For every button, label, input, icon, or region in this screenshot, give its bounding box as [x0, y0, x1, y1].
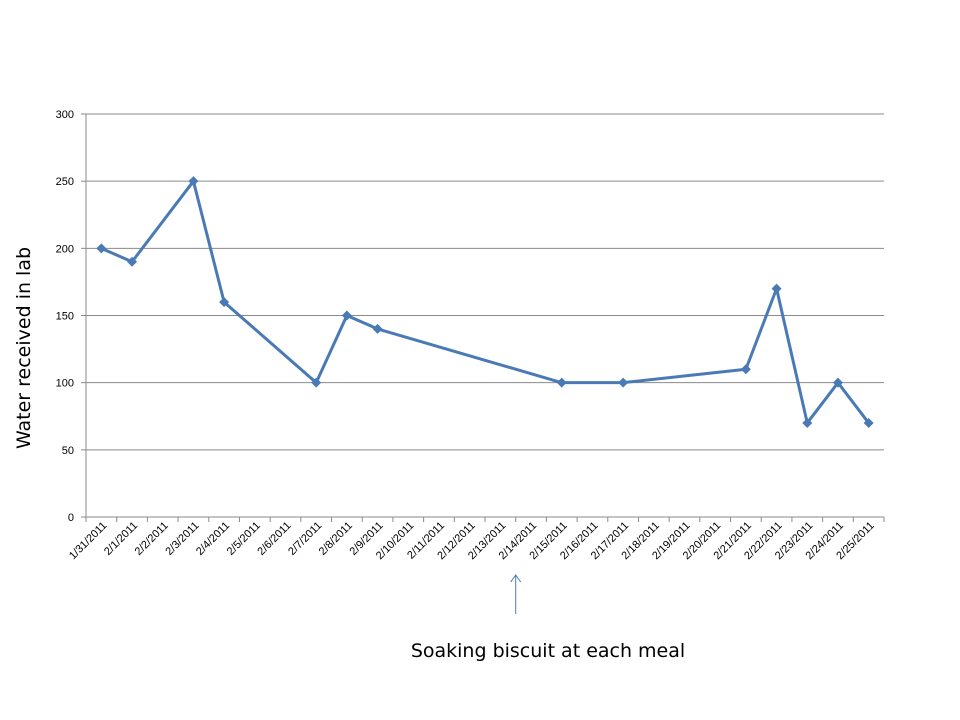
series-line: [100, 179, 870, 425]
data-point-marker: [219, 297, 230, 308]
data-point-marker: [802, 417, 813, 428]
series-group: [96, 176, 874, 428]
y-tick-label: 200: [56, 243, 74, 255]
annotation-arrow-head: [510, 574, 522, 583]
y-tick-label: 250: [56, 176, 74, 188]
gridlines: [86, 113, 884, 451]
y-tick-label: 150: [56, 311, 74, 323]
annotation-text: Soaking biscuit at each meal: [411, 640, 685, 662]
x-tick-label: 1/31/2011: [67, 520, 110, 563]
data-point-marker: [96, 243, 107, 254]
data-point-marker: [188, 176, 199, 187]
data-point-marker: [771, 283, 782, 294]
data-point-marker: [556, 377, 567, 388]
data-point-marker: [341, 310, 352, 321]
data-point-marker: [740, 364, 751, 375]
y-axis-label: Water received in lab: [13, 247, 35, 449]
data-point-marker: [372, 323, 383, 334]
data-point-marker: [832, 377, 843, 388]
x-axis-ticks: 1/31/20112/1/20112/2/20112/3/20112/4/201…: [67, 517, 885, 563]
y-tick-label: 0: [68, 512, 74, 524]
data-point-marker: [618, 377, 629, 388]
y-tick-label: 100: [56, 378, 74, 390]
data-point-marker: [127, 256, 138, 267]
data-point-marker: [863, 417, 874, 428]
y-axis-ticks: 0 50 100 150 200 250 300: [56, 109, 86, 524]
y-tick-label: 50: [62, 445, 74, 457]
y-tick-label: 300: [56, 109, 74, 121]
data-point-marker: [311, 377, 322, 388]
annotation-group: Soaking biscuit at each meal: [411, 574, 685, 662]
